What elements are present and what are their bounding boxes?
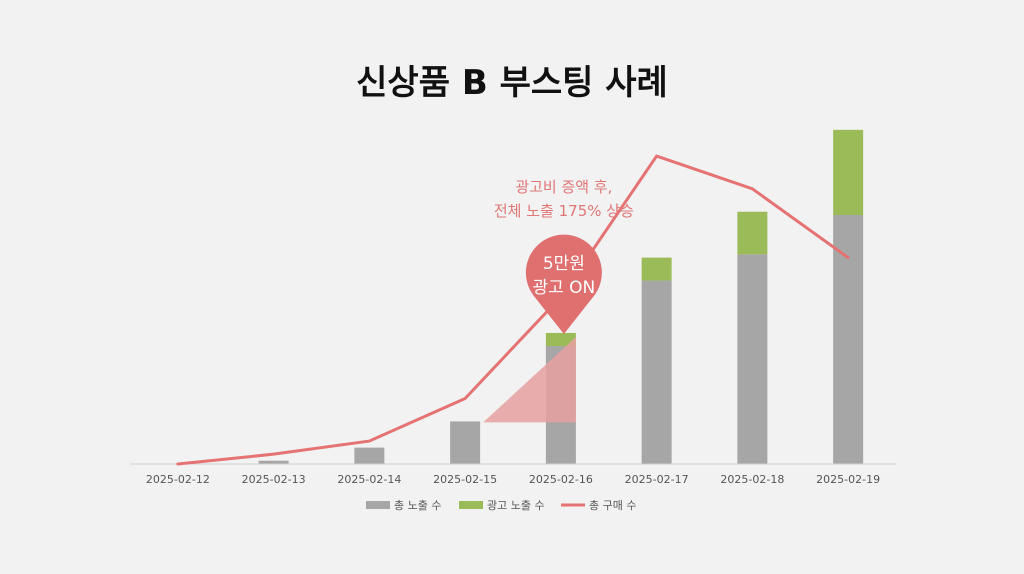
bar-total-exposure-2025-02-19: [833, 215, 864, 464]
x-tick-label: 2025-02-19: [816, 473, 880, 486]
legend-label: 광고 노출 수: [487, 499, 545, 512]
bar-total-exposure-2025-02-15: [450, 421, 481, 464]
bar-total-exposure-2025-02-18: [737, 254, 768, 464]
annotation-shadow-layer: [483, 336, 576, 423]
annotation-note-text: 광고비 증액 후,: [515, 178, 612, 196]
bar-ad-exposure-2025-02-18: [737, 211, 768, 255]
x-tick-label: 2025-02-13: [242, 473, 306, 486]
annotation-pin-marker: [525, 234, 602, 334]
chart-title: 신상품 B 부스팅 사례: [356, 63, 668, 103]
legend-label: 총 노출 수: [394, 499, 441, 512]
annotation-pin-text: 5만원: [543, 254, 585, 274]
x-tick-label: 2025-02-18: [720, 473, 784, 486]
bar-total-exposure-2025-02-14: [354, 447, 385, 464]
bar-ad-exposure-2025-02-16: [545, 332, 576, 347]
bar-ad-exposure-2025-02-19: [833, 129, 864, 216]
annotation-shadow-triangle: [483, 336, 576, 423]
legend-swatch-bar: [366, 501, 390, 509]
line-total-purchases: [176, 154, 850, 466]
line-point: [272, 452, 275, 456]
annotation-note-text: 전체 노출 175% 상승: [494, 202, 634, 220]
x-tick-label: 2025-02-16: [529, 473, 593, 486]
legend-swatch-bar: [459, 501, 483, 509]
line-layer: [176, 154, 850, 466]
x-tick-label: 2025-02-12: [146, 473, 210, 486]
line-point: [176, 462, 180, 466]
bar-ad-exposure-2025-02-17: [641, 257, 672, 281]
annotation-pin-text: 광고 ON: [532, 278, 595, 298]
line-point: [368, 439, 371, 443]
line-point: [655, 154, 658, 158]
bar-total-exposure-2025-02-17: [641, 280, 672, 464]
x-tick-label: 2025-02-15: [433, 473, 497, 486]
line-point: [463, 397, 467, 400]
legend: 총 노출 수 광고 노출 수 총 구매 수: [366, 499, 636, 512]
line-point: [751, 187, 754, 190]
x-axis-ticks: 2025-02-12 2025-02-13 2025-02-14 2025-02-15…: [146, 473, 880, 486]
bar-total-exposure-2025-02-13: [258, 460, 289, 464]
line-point: [846, 256, 850, 259]
x-tick-label: 2025-02-14: [337, 473, 401, 486]
legend-label: 총 구매 수: [589, 499, 636, 512]
x-tick-label: 2025-02-17: [625, 473, 689, 486]
